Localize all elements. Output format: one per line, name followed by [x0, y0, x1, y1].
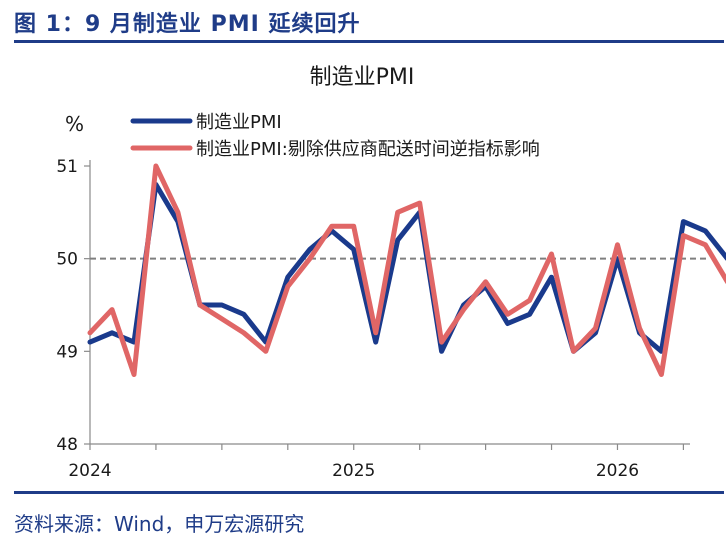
bottom-rule — [14, 491, 724, 494]
series-line-pmi-adjusted — [87, 163, 726, 377]
y-tick-label: 48 — [56, 435, 78, 455]
top-rule — [14, 40, 724, 43]
chart-title: 制造业PMI — [310, 65, 415, 90]
y-tick-label: 51 — [56, 157, 78, 177]
x-tick-label: 2026 — [596, 461, 639, 481]
figure-title: 图 1：9 月制造业 PMI 延续回升 — [14, 12, 361, 37]
source-note: 资料来源：Wind，申万宏源研究 — [14, 512, 305, 536]
axes: 48 49 50 51 2024 2025 2026 — [56, 157, 690, 481]
legend: 制造业PMI 制造业PMI:剔除供应商配送时间逆指标影响 — [130, 112, 540, 160]
x-tick-label: 2024 — [68, 461, 111, 481]
y-tick-label: 50 — [56, 250, 78, 270]
y-tick-label: 49 — [56, 342, 78, 362]
legend-label-pmi: 制造业PMI — [196, 112, 282, 133]
y-axis-unit: % — [65, 112, 84, 136]
legend-label-pmi-adjusted: 制造业PMI:剔除供应商配送时间逆指标影响 — [196, 139, 540, 160]
series-group — [87, 163, 726, 377]
x-tick-label: 2025 — [332, 461, 375, 481]
